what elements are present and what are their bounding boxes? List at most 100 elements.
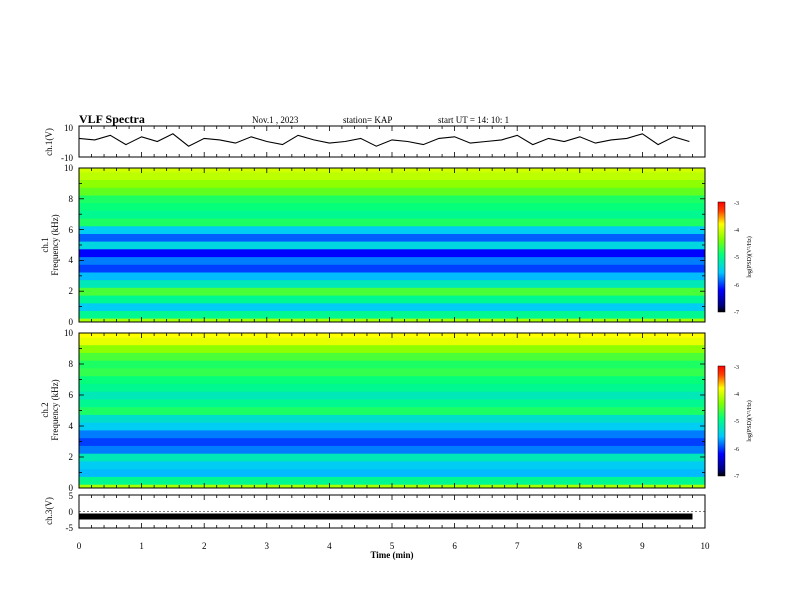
spectrogram-band xyxy=(79,383,705,392)
ch1-cbar-tick-m6: -6 xyxy=(734,283,739,289)
ch2-ytick-4: 4 xyxy=(69,421,74,431)
ch2-spectrogram-image xyxy=(79,333,705,488)
ch2-frequency-ylabel: Frequency (kHz) xyxy=(50,379,60,440)
ch3-ytick-5: 5 xyxy=(69,491,74,501)
ch3-waveform-band xyxy=(79,513,693,520)
spectrogram-band xyxy=(79,264,705,273)
spectrogram-band xyxy=(79,398,705,408)
spectrogram-band xyxy=(79,367,705,377)
spectrogram-band xyxy=(79,256,705,265)
spectrogram-band xyxy=(79,360,705,369)
spectrogram-band xyxy=(79,248,705,258)
spectrogram-band xyxy=(79,202,705,211)
spectrogram-band xyxy=(79,171,705,180)
time-tick-label: 5 xyxy=(390,541,395,551)
spectrogram-band xyxy=(79,336,705,346)
ch1-cbar-tick-m7: -7 xyxy=(734,310,739,316)
ch2-cbar-tick-m5: -5 xyxy=(734,419,739,425)
spectrogram-band xyxy=(79,302,705,311)
spectrogram-band xyxy=(79,287,705,296)
spectrogram-band xyxy=(79,422,705,431)
ch1-ytick-4: 4 xyxy=(69,255,74,265)
spectrogram-band xyxy=(79,445,705,454)
ch2-ytick-2: 2 xyxy=(69,452,74,462)
spectrogram-band xyxy=(79,218,705,227)
spectrogram-band xyxy=(79,476,705,485)
ch2-ytick-8: 8 xyxy=(69,359,74,369)
ch1-ytick-6: 6 xyxy=(69,225,74,235)
ch2-ytick-6: 6 xyxy=(69,390,74,400)
ch3-ytick-0: 0 xyxy=(69,507,74,517)
spectrogram-band xyxy=(79,310,705,319)
time-tick-label: 10 xyxy=(701,541,711,551)
ch2-spectrogram-panel: 0 2 4 6 8 10 ch.2 Frequency (kHz) -3 -4 … xyxy=(40,328,753,493)
station-label: station= KAP xyxy=(343,115,392,125)
time-tick-label: 4 xyxy=(327,541,332,551)
ch1-waveform-ylabel: ch.1(V) xyxy=(44,128,54,156)
ch2-colorbar-label: log(PSD)(V²/Hz) xyxy=(746,400,753,441)
spectrogram-band xyxy=(79,375,705,384)
ch2-colorbar xyxy=(717,365,726,477)
spectrogram-band xyxy=(79,414,705,423)
ch1-spectrogram-image xyxy=(79,168,705,322)
ch1-waveform-line xyxy=(78,133,690,147)
ch1-ytick-top: 10 xyxy=(64,123,74,133)
ch1-cbar-tick-m5: -5 xyxy=(734,255,739,261)
date-label: Nov.1 , 2023 xyxy=(252,115,299,125)
spectrogram-band xyxy=(79,344,705,353)
ch3-ytick-m5: -5 xyxy=(66,523,74,533)
ch1-colorbar-label: log(PSD)(V²/Hz) xyxy=(746,236,753,277)
spectrogram-band xyxy=(79,225,705,234)
spectrogram-band xyxy=(79,194,705,204)
time-axis-label: Time (min) xyxy=(370,550,413,560)
ch1-ytick-10: 10 xyxy=(64,163,74,173)
axis-tick-marks xyxy=(78,126,706,528)
ch2-cbar-tick-m3: -3 xyxy=(734,365,739,371)
spectrogram-band xyxy=(79,187,705,196)
spectrogram-band xyxy=(79,391,705,400)
ch1-ytick-2: 2 xyxy=(69,286,74,296)
time-tick-label: 3 xyxy=(265,541,270,551)
spectrogram-band xyxy=(79,210,705,219)
spectrogram-band xyxy=(79,437,705,446)
ch2-cbar-tick-m4: -4 xyxy=(734,392,739,398)
ch1-frequency-ylabel: Frequency (kHz) xyxy=(50,214,60,275)
time-tick-label: 8 xyxy=(578,541,583,551)
spectrogram-band xyxy=(79,279,705,288)
spectrogram-band xyxy=(79,406,705,415)
ch2-ytick-0: 0 xyxy=(69,483,74,493)
ch2-channel-label: ch.2 xyxy=(40,402,50,417)
spectrogram-band xyxy=(79,271,705,281)
spectrogram-band xyxy=(79,233,705,242)
ch2-ytick-10: 10 xyxy=(64,328,74,338)
spectrogram-band xyxy=(79,460,705,470)
ch1-channel-label: ch.1 xyxy=(40,237,50,252)
time-tick-label: 7 xyxy=(515,541,520,551)
figure-title: VLF Spectra xyxy=(79,112,145,126)
time-tick-label: 6 xyxy=(452,541,457,551)
time-tick-label: 2 xyxy=(202,541,207,551)
ch2-cbar-tick-m6: -6 xyxy=(734,447,739,453)
ch1-ytick-0: 0 xyxy=(69,317,74,327)
spectrogram-band xyxy=(79,241,705,250)
spectrogram-band xyxy=(79,179,705,188)
spectrogram-band xyxy=(79,352,705,361)
spectrogram-band xyxy=(79,295,705,304)
ch3-waveform-panel: 5 0 -5 ch.3(V) 0 1 2 3 4 5 6 7 8 9 10 Time (min) xyxy=(44,491,710,560)
ch1-colorbar xyxy=(717,201,726,313)
ch1-waveform-panel: 10 -10 ch.1(V) xyxy=(44,123,706,163)
ch1-cbar-tick-m4: -4 xyxy=(734,228,739,234)
time-axis-tick-labels: 0 1 2 3 4 5 6 7 8 9 10 xyxy=(77,541,710,551)
spectrogram-band xyxy=(79,429,705,439)
ch3-waveform-ylabel: ch.3(V) xyxy=(44,497,54,525)
ch1-cbar-tick-m3: -3 xyxy=(734,201,739,207)
time-tick-label: 0 xyxy=(77,541,82,551)
ch2-cbar-tick-m7: -7 xyxy=(734,474,739,480)
ch1-ytick-8: 8 xyxy=(69,194,74,204)
time-tick-label: 9 xyxy=(640,541,645,551)
ch1-ytick-bottom: -10 xyxy=(61,153,73,163)
spectrogram-band xyxy=(79,468,705,477)
time-tick-label: 1 xyxy=(139,541,144,551)
